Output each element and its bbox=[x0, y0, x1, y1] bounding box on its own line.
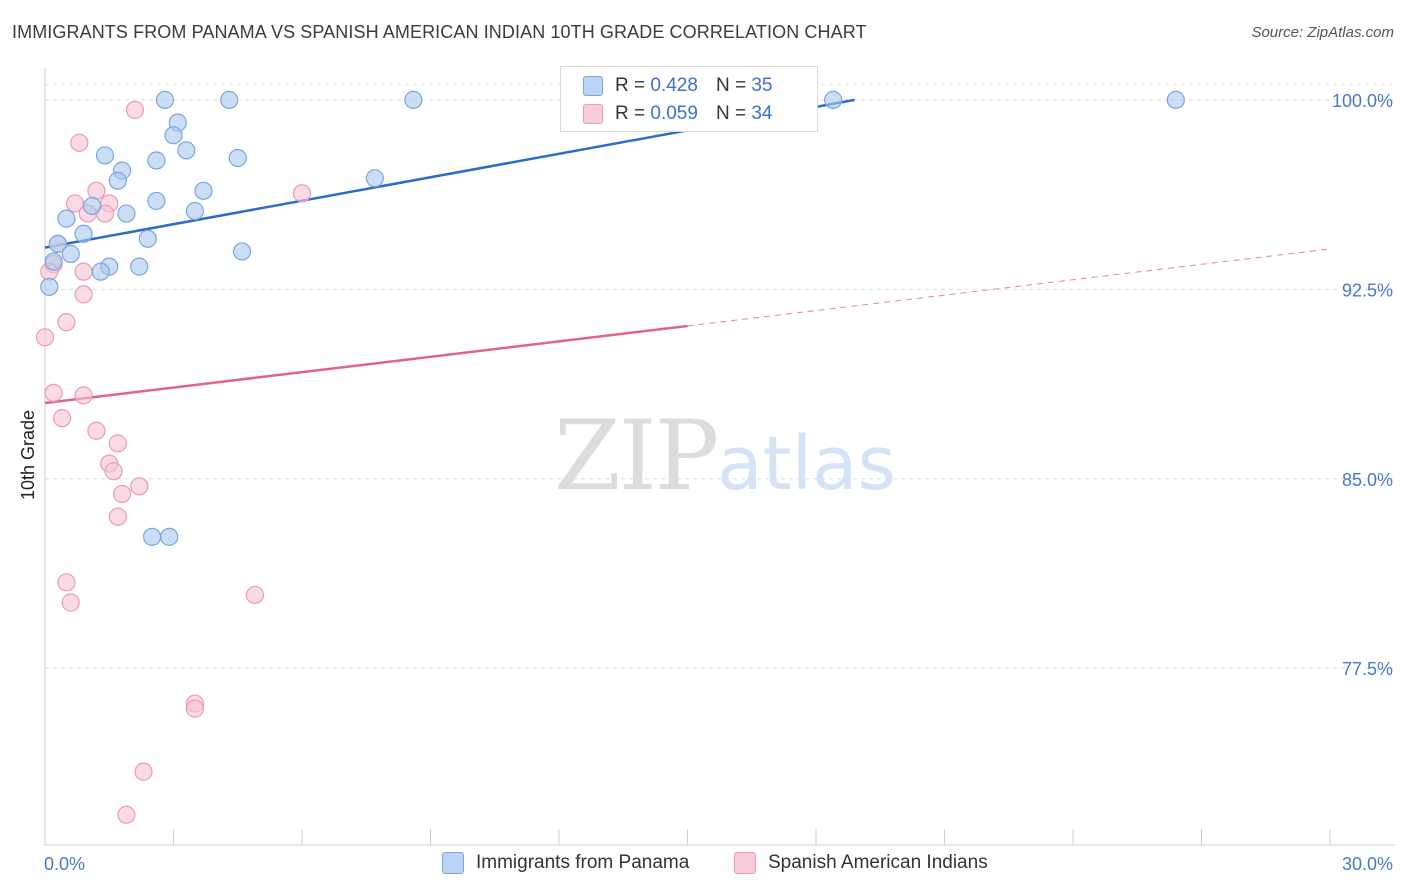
data-points bbox=[35, 90, 1185, 824]
point-panama bbox=[83, 196, 102, 216]
bottom-legend-label-spanish: Spanish American Indians bbox=[768, 852, 988, 873]
point-spanish-american-indian bbox=[117, 805, 136, 824]
point-panama bbox=[108, 171, 127, 190]
point-spanish-american-indian bbox=[112, 484, 132, 504]
y-axis-title: 10th Grade bbox=[18, 410, 38, 500]
point-panama bbox=[147, 151, 166, 170]
y-tick-label: 100.0% bbox=[1332, 91, 1393, 111]
point-panama bbox=[1166, 90, 1185, 109]
legend-row-panama: R = 0.428 N = 35 bbox=[583, 73, 772, 99]
point-spanish-american-indian bbox=[245, 585, 264, 605]
point-spanish-american-indian bbox=[53, 409, 72, 428]
grid-lines bbox=[45, 84, 1395, 669]
legend-n-value-panama: 35 bbox=[751, 75, 773, 96]
legend-r-value-spanish: 0.059 bbox=[650, 103, 698, 124]
point-spanish-american-indian bbox=[292, 184, 312, 203]
legend-r-label: R = bbox=[615, 103, 646, 124]
x-tick-label-min: 0.0% bbox=[44, 854, 85, 874]
bottom-legend-swatch-panama bbox=[442, 852, 464, 874]
chart-title: IMMIGRANTS FROM PANAMA VS SPANISH AMERIC… bbox=[12, 22, 867, 42]
legend-n-label: N = bbox=[715, 103, 747, 124]
point-spanish-american-indian bbox=[125, 100, 145, 120]
point-panama bbox=[57, 209, 76, 228]
legend: R = 0.428 N = 35 R = 0.059 N = 34 bbox=[560, 66, 818, 132]
x-tick-label-max: 30.0% bbox=[1342, 854, 1393, 874]
legend-n-label: N = bbox=[715, 75, 747, 96]
point-panama bbox=[160, 527, 179, 546]
point-panama bbox=[147, 191, 166, 211]
watermark-atlas: atlas bbox=[717, 421, 897, 507]
bottom-legend-panama: Immigrants from Panama bbox=[442, 852, 689, 874]
point-panama bbox=[228, 148, 247, 168]
legend-n-value-spanish: 34 bbox=[751, 103, 773, 124]
point-panama bbox=[185, 201, 205, 221]
point-panama bbox=[365, 169, 384, 188]
point-spanish-american-indian bbox=[87, 421, 106, 440]
point-panama bbox=[142, 527, 162, 546]
point-panama bbox=[824, 90, 843, 109]
point-panama bbox=[48, 234, 67, 253]
tick-labels: 77.5% 85.0% 92.5% 100.0% 0.0% 30.0% 10th Grade bbox=[18, 91, 1393, 874]
bottom-legend-spanish: Spanish American Indians bbox=[734, 852, 988, 874]
y-tick-label: 85.0% bbox=[1342, 470, 1393, 490]
point-panama bbox=[74, 224, 93, 243]
point-panama bbox=[232, 242, 252, 261]
point-spanish-american-indian bbox=[61, 593, 80, 612]
legend-swatch-spanish bbox=[583, 104, 603, 124]
point-spanish-american-indian bbox=[104, 462, 123, 481]
watermark: ZIPatlas bbox=[554, 400, 896, 512]
point-spanish-american-indian bbox=[57, 573, 76, 592]
point-spanish-american-indian bbox=[35, 328, 55, 347]
point-spanish-american-indian bbox=[130, 477, 149, 496]
watermark-zip: ZIP bbox=[554, 400, 719, 512]
point-spanish-american-indian bbox=[108, 507, 127, 526]
point-panama bbox=[117, 204, 136, 223]
point-panama bbox=[44, 252, 63, 271]
legend-r-value-panama: 0.428 bbox=[650, 75, 698, 96]
point-spanish-american-indian bbox=[108, 434, 127, 453]
trend-line-solid bbox=[44, 324, 688, 405]
point-spanish-american-indian bbox=[87, 181, 106, 200]
source-label: Source: ZipAtlas.com bbox=[1251, 24, 1394, 41]
point-panama bbox=[138, 229, 157, 248]
point-spanish-american-indian bbox=[74, 262, 93, 281]
point-panama bbox=[91, 262, 110, 281]
point-spanish-american-indian bbox=[70, 133, 89, 152]
point-panama bbox=[40, 277, 59, 296]
point-panama bbox=[164, 126, 183, 145]
bottom-legend-label-panama: Immigrants from Panama bbox=[476, 852, 690, 873]
axes bbox=[44, 68, 1395, 846]
point-spanish-american-indian bbox=[57, 313, 76, 332]
point-spanish-american-indian bbox=[74, 285, 93, 304]
trend-line-dashed bbox=[687, 248, 1331, 327]
y-tick-label: 77.5% bbox=[1342, 659, 1393, 679]
y-tick-label: 92.5% bbox=[1342, 280, 1393, 300]
point-spanish-american-indian bbox=[74, 386, 93, 405]
legend-swatch-panama bbox=[583, 76, 603, 96]
point-panama bbox=[155, 90, 175, 109]
point-spanish-american-indian bbox=[185, 699, 205, 718]
point-panama bbox=[194, 181, 213, 200]
point-panama bbox=[61, 244, 80, 264]
point-spanish-american-indian bbox=[134, 762, 153, 781]
point-panama bbox=[95, 146, 115, 165]
point-panama bbox=[404, 90, 423, 109]
point-panama bbox=[177, 141, 196, 160]
legend-r-label: R = bbox=[615, 75, 646, 96]
point-panama bbox=[220, 90, 239, 109]
bottom-legend-swatch-spanish bbox=[734, 852, 756, 874]
point-panama bbox=[130, 257, 149, 276]
point-spanish-american-indian bbox=[44, 383, 63, 402]
legend-row-spanish: R = 0.059 N = 34 bbox=[583, 101, 772, 127]
